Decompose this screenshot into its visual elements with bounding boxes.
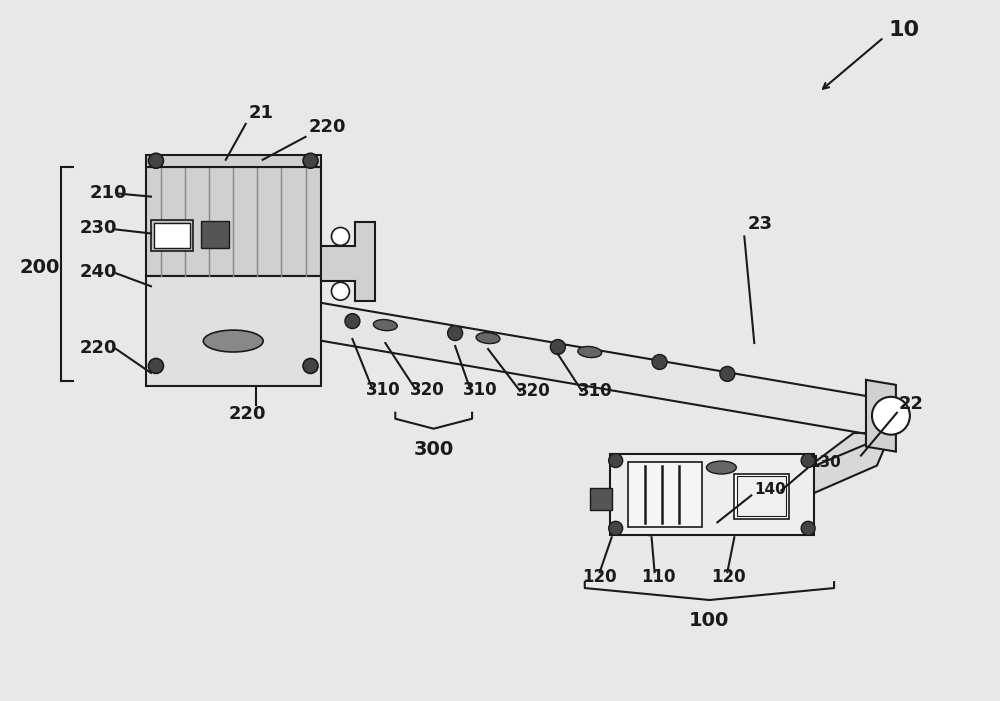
Text: 300: 300 xyxy=(414,440,454,458)
Polygon shape xyxy=(866,380,896,451)
Text: 10: 10 xyxy=(888,20,919,40)
Text: 200: 200 xyxy=(19,258,60,278)
Text: 310: 310 xyxy=(578,382,612,400)
Text: 220: 220 xyxy=(309,118,346,136)
Bar xyxy=(154,222,190,248)
Circle shape xyxy=(345,313,360,329)
Circle shape xyxy=(303,154,318,168)
Text: 120: 120 xyxy=(582,568,616,586)
Bar xyxy=(201,221,229,248)
Text: 310: 310 xyxy=(463,381,498,399)
Text: 110: 110 xyxy=(642,568,676,586)
Circle shape xyxy=(303,358,318,374)
Circle shape xyxy=(148,154,163,168)
Text: 210: 210 xyxy=(89,184,127,202)
Text: 23: 23 xyxy=(747,215,772,233)
Circle shape xyxy=(448,325,463,341)
Ellipse shape xyxy=(476,332,500,343)
Text: 240: 240 xyxy=(79,264,117,281)
Ellipse shape xyxy=(706,461,736,474)
Bar xyxy=(628,461,702,527)
Bar xyxy=(146,155,320,167)
Text: 220: 220 xyxy=(79,339,117,357)
Polygon shape xyxy=(717,433,891,536)
Circle shape xyxy=(872,397,910,435)
Circle shape xyxy=(801,522,815,536)
Bar xyxy=(737,477,786,517)
Bar xyxy=(734,473,789,519)
Text: 320: 320 xyxy=(410,381,445,399)
Text: 310: 310 xyxy=(365,381,400,399)
Circle shape xyxy=(331,228,349,245)
Ellipse shape xyxy=(578,346,602,358)
Ellipse shape xyxy=(373,320,397,331)
Text: 320: 320 xyxy=(516,382,551,400)
Ellipse shape xyxy=(203,330,263,352)
Circle shape xyxy=(550,339,565,355)
Circle shape xyxy=(609,522,623,536)
Circle shape xyxy=(148,358,163,374)
Text: 220: 220 xyxy=(229,404,266,423)
Circle shape xyxy=(331,283,349,300)
Text: 230: 230 xyxy=(79,219,117,238)
Circle shape xyxy=(720,367,735,381)
Circle shape xyxy=(609,454,623,468)
Polygon shape xyxy=(321,222,375,301)
Text: 140: 140 xyxy=(754,482,786,498)
Bar xyxy=(610,454,814,536)
Bar xyxy=(146,276,320,386)
Text: 130: 130 xyxy=(809,454,841,470)
Circle shape xyxy=(652,355,667,369)
Text: 22: 22 xyxy=(899,395,924,413)
Bar xyxy=(146,167,320,276)
Text: 21: 21 xyxy=(249,104,274,122)
Text: 120: 120 xyxy=(711,568,746,586)
Circle shape xyxy=(801,454,815,468)
Polygon shape xyxy=(306,300,871,435)
Text: 100: 100 xyxy=(689,611,730,630)
Bar xyxy=(590,489,612,510)
Bar xyxy=(151,219,193,252)
